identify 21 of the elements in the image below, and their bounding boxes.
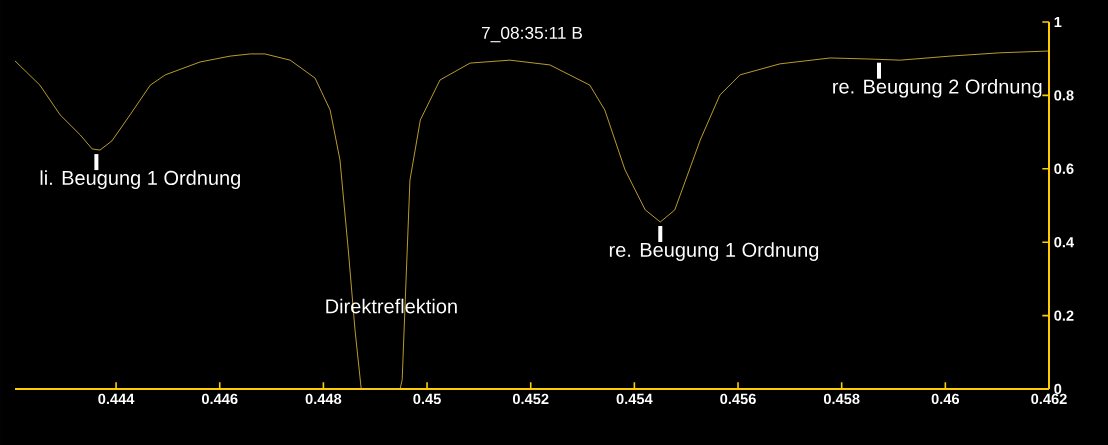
y-tick-label: 1	[1054, 16, 1062, 28]
x-tick-label: 0.454	[616, 393, 653, 405]
x-tick-label: 0.46	[931, 393, 960, 405]
y-tick-label: 0.2	[1054, 310, 1074, 321]
x-tick-label: 0.462	[1031, 393, 1067, 405]
y-tick-label: 0.8	[1054, 90, 1074, 101]
x-tick-label: 0.448	[305, 393, 342, 405]
chart-title: 7_08:35:11 B	[481, 26, 582, 43]
x-tick-label: 0.45	[413, 393, 441, 405]
x-tick-label: 0.456	[720, 393, 756, 405]
x-tick-label: 0.446	[201, 393, 238, 405]
x-tick-label: 0.452	[512, 393, 549, 405]
y-tick-label: 0.6	[1054, 163, 1074, 174]
annotation: li. Beugung 1 Ordnung	[40, 170, 240, 189]
annotation: re. Beugung 2 Ordnung	[833, 78, 1042, 98]
annotation: Direktreflektion	[326, 298, 457, 314]
x-tick-label: 0.458	[823, 393, 860, 405]
annotation: re. Beugung 1 Ordnung	[609, 242, 819, 261]
y-tick-label: 0.4	[1054, 237, 1075, 248]
y-tick-label: 0	[1054, 383, 1062, 395]
x-tick-label: 0.444	[98, 393, 135, 405]
